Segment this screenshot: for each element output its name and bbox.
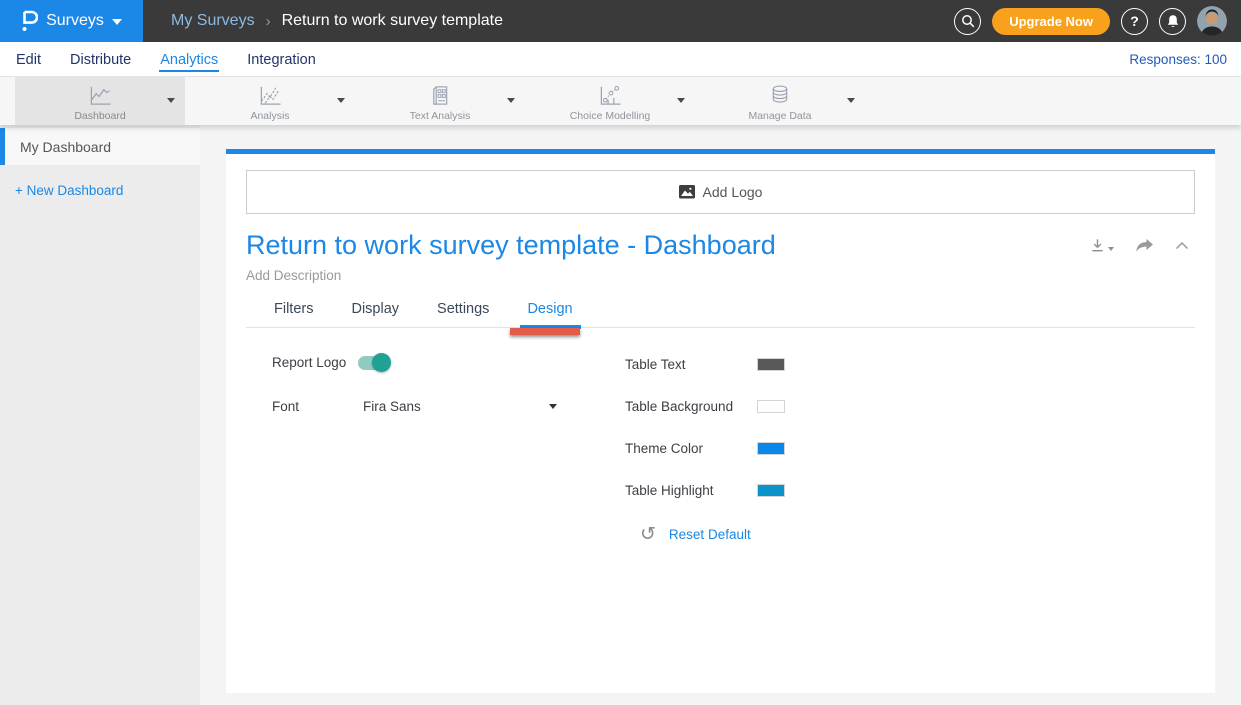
font-value: Fira Sans: [363, 399, 421, 414]
theme-color-swatch[interactable]: [757, 441, 785, 455]
tab-settings[interactable]: Settings: [437, 301, 490, 317]
topbar-actions: Upgrade Now ?: [954, 6, 1241, 36]
scatter-chart-icon: [597, 83, 623, 107]
reset-default-label: Reset Default: [668, 527, 751, 542]
theme-color-label: Theme Color: [625, 440, 704, 456]
add-logo-button[interactable]: Add Logo: [246, 170, 1195, 214]
chevron-down-icon[interactable]: [677, 98, 685, 103]
font-row: Font Fira Sans: [272, 399, 625, 414]
questionpro-logo-icon: [21, 9, 39, 33]
table-text-row: Table Text: [625, 356, 785, 372]
table-text-swatch[interactable]: [757, 357, 785, 371]
question-mark-icon: ?: [1130, 13, 1139, 29]
search-button[interactable]: [954, 7, 982, 35]
tab-filters[interactable]: Filters: [274, 301, 314, 317]
download-button[interactable]: [1089, 237, 1114, 254]
nav-item-distribute[interactable]: Distribute: [70, 52, 132, 68]
toolbar-analysis[interactable]: Analysis: [185, 77, 355, 125]
table-text-label: Table Text: [625, 356, 686, 372]
table-highlight-row: Table Highlight: [625, 482, 785, 498]
sidebar-item-label: My Dashboard: [20, 138, 112, 155]
collapse-button[interactable]: [1175, 241, 1189, 250]
report-logo-label: Report Logo: [272, 355, 347, 370]
toolbar-choice-modelling-label: Choice Modelling: [569, 109, 651, 122]
nav-item-analytics[interactable]: Analytics: [159, 46, 220, 72]
dashboard-tabs: Filters Display Settings Design: [246, 301, 1195, 335]
add-description-field[interactable]: Add Description: [246, 268, 342, 283]
notifications-button[interactable]: [1159, 7, 1186, 35]
report-logo-row: Report Logo: [272, 353, 625, 372]
avatar[interactable]: [1197, 6, 1227, 36]
table-highlight-label: Table Highlight: [625, 482, 714, 498]
survey-nav: Edit Distribute Analytics Integration Re…: [0, 42, 1241, 77]
red-annotation-highlight: [510, 328, 581, 335]
font-label: Font: [272, 399, 300, 414]
chevron-down-icon: [1108, 247, 1114, 251]
document-grid-icon: [428, 83, 452, 107]
tab-design-label: Design: [527, 301, 573, 317]
font-select[interactable]: Fira Sans: [363, 399, 557, 414]
reset-icon: ↺: [640, 523, 656, 545]
help-button[interactable]: ?: [1121, 7, 1148, 35]
line-chart-icon: [87, 83, 113, 107]
trend-chart-icon: [257, 83, 283, 107]
tab-display[interactable]: Display: [351, 301, 400, 317]
dashboard-sidebar: My Dashboard + New Dashboard: [0, 125, 200, 705]
topbar: Surveys My Surveys › Return to work surv…: [0, 0, 1241, 42]
bell-icon: [1166, 14, 1180, 29]
report-logo-toggle[interactable]: [358, 353, 391, 372]
responses-count[interactable]: Responses: 100: [1129, 51, 1227, 67]
reset-default-button[interactable]: ↺ Reset Default: [640, 525, 785, 544]
tab-design[interactable]: Design: [510, 301, 581, 335]
analytics-toolbar: Dashboard Analysis Text Analys: [0, 77, 1241, 125]
upgrade-now-button[interactable]: Upgrade Now: [992, 7, 1110, 35]
new-dashboard-label: + New Dashboard: [15, 183, 124, 198]
table-highlight-swatch[interactable]: [757, 483, 785, 497]
toolbar-dashboard[interactable]: Dashboard: [15, 77, 185, 125]
active-tab-indicator: [520, 325, 581, 329]
add-logo-label: Add Logo: [702, 184, 763, 200]
breadcrumb-my-surveys[interactable]: My Surveys: [171, 12, 255, 29]
product-switcher[interactable]: Surveys: [0, 0, 143, 42]
toolbar-text-analysis[interactable]: Text Analysis: [355, 77, 525, 125]
share-button[interactable]: [1135, 238, 1154, 254]
product-label: Surveys: [46, 12, 104, 29]
toolbar-manage-data-label: Manage Data: [748, 109, 812, 122]
chevron-down-icon[interactable]: [507, 98, 515, 103]
theme-color-row: Theme Color: [625, 440, 785, 456]
chevron-down-icon: [111, 19, 122, 25]
sidebar-item-my-dashboard[interactable]: My Dashboard: [0, 128, 200, 165]
dashboard-card: Add Logo Return to work survey template …: [226, 149, 1215, 693]
search-icon: [961, 14, 975, 28]
nav-item-edit[interactable]: Edit: [16, 52, 41, 68]
table-background-label: Table Background: [625, 398, 734, 414]
main-content: Add Logo Return to work survey template …: [200, 125, 1241, 705]
breadcrumb-separator: ›: [265, 12, 271, 30]
chevron-down-icon[interactable]: [167, 98, 175, 103]
table-background-row: Table Background: [625, 398, 785, 414]
chevron-down-icon[interactable]: [337, 98, 345, 103]
table-background-swatch[interactable]: [757, 399, 785, 413]
breadcrumb-current: Return to work survey template: [281, 12, 503, 29]
dashboard-actions: [1089, 237, 1195, 254]
breadcrumb: My Surveys › Return to work survey templ…: [171, 12, 503, 30]
toolbar-analysis-label: Analysis: [250, 109, 290, 122]
image-icon: [678, 185, 695, 199]
toolbar-text-analysis-label: Text Analysis: [409, 109, 471, 122]
chevron-down-icon[interactable]: [847, 98, 855, 103]
design-panel: Report Logo Font Fira Sans: [246, 328, 1195, 544]
chevron-down-icon: [549, 404, 557, 409]
toolbar-manage-data[interactable]: Manage Data: [695, 77, 865, 125]
new-dashboard-button[interactable]: + New Dashboard: [15, 183, 200, 198]
toolbar-dashboard-label: Dashboard: [74, 109, 126, 122]
database-icon: [768, 83, 792, 107]
nav-item-integration[interactable]: Integration: [247, 52, 316, 68]
toggle-knob: [372, 353, 391, 372]
page-title: Return to work survey template - Dashboa…: [246, 230, 776, 260]
toolbar-choice-modelling[interactable]: Choice Modelling: [525, 77, 695, 125]
